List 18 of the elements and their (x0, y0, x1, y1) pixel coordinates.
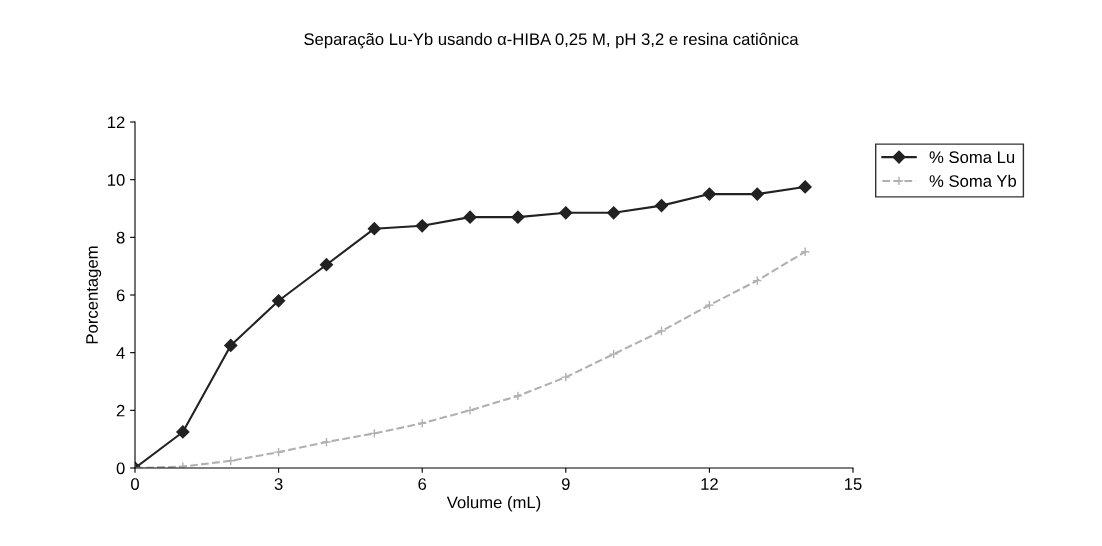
y-tick-label: 8 (116, 231, 125, 244)
x-tick-label: 12 (701, 478, 718, 490)
x-axis-title: Volume (mL) (446, 496, 541, 512)
legend-label: % Soma Yb (929, 174, 1017, 187)
x-tick-label: 15 (845, 478, 862, 490)
x-tick-label: 0 (131, 478, 139, 490)
y-tick-label: 6 (116, 289, 125, 302)
y-tick-label: 10 (108, 174, 125, 186)
y-tick-label: 4 (116, 347, 125, 359)
y-axis-title: Porcentagem (86, 246, 102, 344)
x-tick-label: 6 (418, 478, 427, 490)
legend-label: % Soma Lu (929, 151, 1015, 164)
chart-title: Separação Lu-Yb usando α-HIBA 0,25 M, pH 3,2 e resina catiônica (304, 32, 799, 49)
x-tick-label: 3 (274, 478, 283, 490)
y-tick-label: 2 (116, 404, 125, 417)
y-tick-label: 12 (108, 116, 125, 129)
y-tick-label: 0 (116, 462, 125, 475)
x-tick-label: 9 (561, 478, 570, 490)
